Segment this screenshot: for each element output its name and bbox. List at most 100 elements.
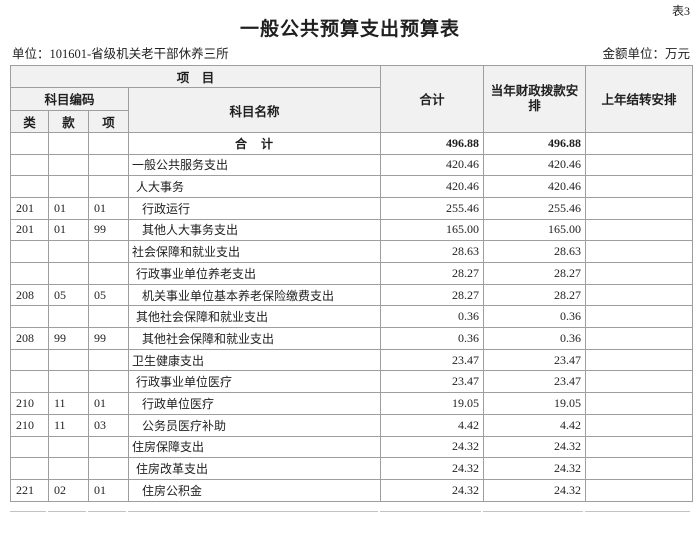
cell-subject-name: 行政事业单位医疗	[127, 370, 382, 394]
cell-current-year: 255.46	[483, 196, 587, 220]
cell-current-year: 28.63	[483, 240, 587, 264]
cell-class-code: 208	[10, 327, 49, 350]
budget-table: 项 目 合计 当年财政拨款安排 上年结转安排 科目编码 科目名称 类 款 项 合…	[9, 64, 694, 502]
cell-subject-name: 行政单位医疗	[127, 392, 382, 415]
cell-carryover	[585, 131, 694, 155]
cell-subject-name: 社会保障和就业支出	[127, 240, 382, 264]
cell-current-year: 28.27	[483, 262, 587, 285]
partial-next-row-segment	[585, 510, 690, 516]
cell-current-year: 19.05	[483, 392, 587, 415]
cell-subject-name: 卫生健康支出	[127, 348, 382, 372]
partial-next-row-segment	[10, 510, 46, 516]
cell-section-code: 02	[48, 478, 89, 502]
cell-current-year: 28.27	[483, 283, 587, 307]
cell-class-code	[10, 457, 49, 480]
cell-carryover	[585, 327, 694, 350]
partial-next-row-segment	[380, 510, 481, 516]
cell-section-code	[48, 131, 89, 155]
cell-item-code	[88, 153, 129, 177]
cell-subject-name: 人大事务	[127, 175, 382, 198]
cell-section-code	[48, 175, 89, 198]
cell-total: 19.05	[380, 392, 485, 415]
table-row: 合 计 496.88 496.88	[10, 131, 694, 155]
cell-current-year: 0.36	[483, 305, 587, 329]
table-row: 208 05 05 机关事业单位基本养老保险缴费支出 28.27 28.27	[10, 283, 694, 307]
cell-current-year: 24.32	[483, 457, 587, 480]
cell-item-code: 99	[88, 327, 129, 350]
cell-section-code	[48, 457, 89, 480]
cell-subject-name: 住房改革支出	[127, 457, 382, 480]
cell-current-year: 420.46	[483, 175, 587, 198]
cell-section-code	[48, 153, 89, 177]
cell-total: 24.32	[380, 435, 485, 459]
cell-item-code	[88, 457, 129, 480]
cell-class-code: 201	[10, 196, 49, 220]
cell-class-code	[10, 370, 49, 394]
cell-total: 255.46	[380, 196, 485, 220]
cell-subject-name: 行政运行	[127, 196, 382, 220]
cell-section-code: 01	[48, 218, 89, 242]
cell-carryover	[585, 478, 694, 502]
cell-class-code	[10, 348, 49, 372]
cell-subject-name: 其他人大事务支出	[127, 218, 382, 242]
cell-total: 28.63	[380, 240, 485, 264]
cell-current-year: 4.42	[483, 413, 587, 437]
header-total: 合计	[380, 65, 485, 133]
cell-section-code	[48, 240, 89, 264]
cell-subject-name: 其他社会保障和就业支出	[127, 305, 382, 329]
cell-total: 24.32	[380, 457, 485, 480]
budget-table-header: 项 目 合计 当年财政拨款安排 上年结转安排 科目编码 科目名称 类 款 项	[9, 64, 694, 133]
cell-section-code: 11	[48, 413, 89, 437]
cell-item-code	[88, 262, 129, 285]
cell-subject-name: 住房保障支出	[127, 435, 382, 459]
cell-section-code: 01	[48, 196, 89, 220]
table-row: 其他社会保障和就业支出 0.36 0.36	[10, 305, 694, 329]
cell-current-year: 24.32	[483, 478, 587, 502]
cell-current-year: 420.46	[483, 153, 587, 177]
amount-unit-label: 金额单位：万元	[602, 47, 690, 61]
header-subject-name: 科目名称	[127, 87, 382, 133]
header-current-year-text: 当年财政拨款安排	[490, 83, 579, 113]
cell-subject-name: 一般公共服务支出	[127, 153, 382, 177]
table-row: 201 01 01 行政运行 255.46 255.46	[10, 196, 694, 220]
cell-class-code	[10, 240, 49, 264]
partial-next-row-segment	[48, 510, 86, 516]
cell-section-code: 05	[48, 283, 89, 307]
cell-total: 165.00	[380, 218, 485, 242]
cell-current-year: 23.47	[483, 348, 587, 372]
sheet-number-label: 表3	[671, 4, 690, 18]
budget-table-body: 合 计 496.88 496.88 一般公共服务支出 420.46 420.46 人大事务 4…	[10, 131, 694, 502]
header-item: 项	[88, 109, 129, 133]
cell-carryover	[585, 175, 694, 198]
cell-class-code	[10, 305, 49, 329]
cell-total: 420.46	[380, 153, 485, 177]
partial-next-row-segment	[128, 510, 378, 516]
cell-total: 24.32	[380, 478, 485, 502]
cell-class-code	[10, 175, 49, 198]
cell-total: 28.27	[380, 283, 485, 307]
cell-item-code: 01	[88, 478, 129, 502]
cell-total: 0.36	[380, 327, 485, 350]
cell-class-code: 221	[10, 478, 49, 502]
table-row: 221 02 01 住房公积金 24.32 24.32	[10, 478, 694, 502]
cell-item-code: 05	[88, 283, 129, 307]
cell-carryover	[585, 392, 694, 415]
cell-current-year: 24.32	[483, 435, 587, 459]
partial-next-row-segment	[88, 510, 126, 516]
cell-class-code	[10, 131, 49, 155]
header-current-year: 当年财政拨款安排	[483, 65, 587, 133]
partial-next-row-segment	[483, 510, 583, 516]
cell-section-code: 11	[48, 392, 89, 415]
cell-total: 496.88	[380, 131, 485, 155]
header-subject-code: 科目编码	[10, 87, 129, 111]
cell-carryover	[585, 370, 694, 394]
cell-current-year: 23.47	[483, 370, 587, 394]
cell-carryover	[585, 435, 694, 459]
cell-carryover	[585, 218, 694, 242]
cell-section-code	[48, 262, 89, 285]
header-row-3: 类 款 项	[10, 109, 693, 133]
header-project: 项 目	[9, 64, 382, 89]
cell-item-code: 01	[88, 392, 129, 415]
header-carryover: 上年结转安排	[585, 65, 694, 133]
cell-current-year: 0.36	[483, 327, 587, 350]
